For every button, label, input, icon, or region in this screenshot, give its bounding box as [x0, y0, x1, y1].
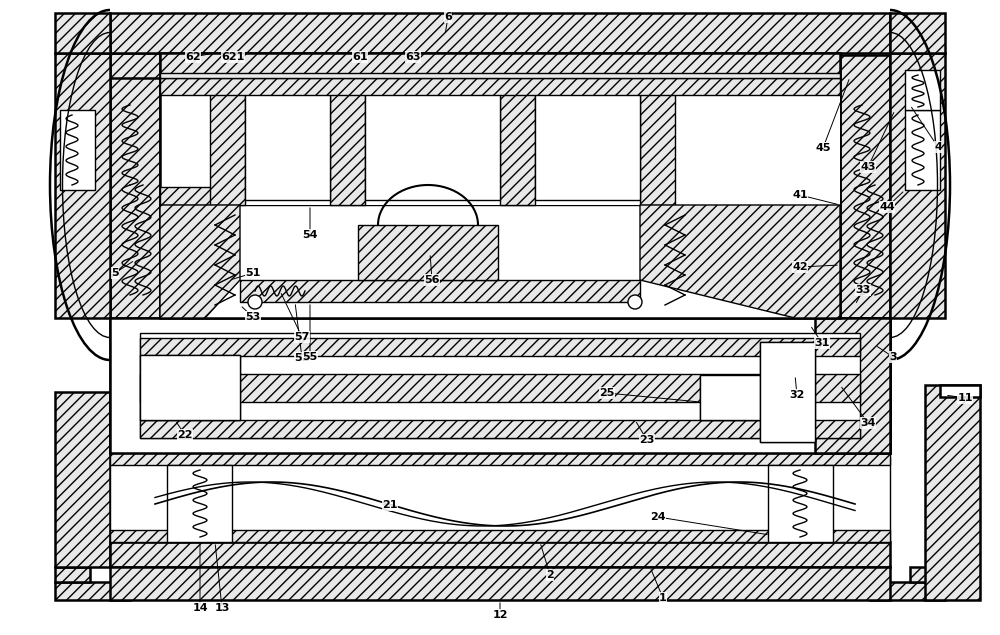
- Bar: [110, 318, 890, 453]
- Bar: [167, 465, 232, 542]
- Bar: [55, 567, 90, 582]
- Bar: [55, 13, 110, 53]
- Bar: [240, 280, 640, 302]
- Bar: [870, 582, 945, 600]
- Bar: [245, 80, 330, 200]
- Text: 52: 52: [294, 353, 310, 363]
- Text: 44: 44: [879, 202, 895, 212]
- Text: 33: 33: [855, 285, 871, 295]
- Bar: [358, 225, 498, 280]
- Text: 12: 12: [492, 610, 508, 620]
- Text: 14: 14: [192, 603, 208, 613]
- Bar: [245, 78, 330, 205]
- Text: 5: 5: [111, 268, 119, 278]
- Bar: [365, 80, 500, 200]
- Bar: [925, 385, 980, 600]
- Bar: [760, 342, 815, 442]
- Text: 54: 54: [302, 230, 318, 240]
- Text: 621: 621: [221, 52, 245, 62]
- Text: 3: 3: [889, 352, 897, 362]
- Bar: [890, 13, 945, 53]
- Bar: [140, 338, 860, 356]
- Text: 22: 22: [177, 430, 193, 440]
- Text: 24: 24: [650, 512, 666, 522]
- Text: 23: 23: [639, 435, 655, 445]
- Text: 34: 34: [860, 418, 876, 428]
- Bar: [910, 567, 945, 582]
- Bar: [760, 342, 815, 442]
- Bar: [140, 355, 240, 420]
- Bar: [535, 78, 640, 205]
- Text: 32: 32: [789, 390, 805, 400]
- Bar: [675, 78, 840, 205]
- Bar: [700, 375, 760, 420]
- Bar: [640, 78, 675, 205]
- Text: 63: 63: [405, 52, 421, 62]
- Polygon shape: [640, 205, 840, 318]
- Text: 25: 25: [599, 388, 615, 398]
- Text: 21: 21: [382, 500, 398, 510]
- Text: 57: 57: [294, 332, 310, 342]
- Bar: [110, 53, 160, 78]
- Bar: [110, 13, 890, 53]
- Bar: [905, 110, 940, 190]
- Bar: [55, 53, 110, 318]
- Bar: [160, 73, 840, 78]
- Bar: [210, 78, 245, 205]
- Bar: [140, 374, 860, 402]
- Bar: [815, 318, 890, 453]
- Text: 42: 42: [792, 262, 808, 272]
- Bar: [140, 420, 860, 438]
- Text: 45: 45: [815, 143, 831, 153]
- Text: 43: 43: [860, 162, 876, 172]
- Text: 6: 6: [444, 12, 452, 22]
- Bar: [840, 55, 890, 318]
- Bar: [110, 453, 890, 465]
- Bar: [905, 70, 940, 110]
- Bar: [700, 375, 760, 420]
- Bar: [940, 385, 980, 397]
- Bar: [110, 55, 160, 318]
- Bar: [500, 78, 535, 205]
- Bar: [160, 187, 840, 205]
- Bar: [110, 530, 890, 542]
- Bar: [768, 465, 833, 542]
- Text: 1: 1: [659, 593, 667, 603]
- Bar: [110, 318, 890, 453]
- Text: 55: 55: [302, 352, 318, 362]
- Text: 61: 61: [352, 52, 368, 62]
- Bar: [55, 582, 130, 600]
- Circle shape: [628, 295, 642, 309]
- Bar: [60, 110, 95, 190]
- Text: 4: 4: [934, 142, 942, 152]
- Text: 11: 11: [957, 393, 973, 403]
- Bar: [140, 355, 240, 420]
- Bar: [535, 80, 640, 200]
- Bar: [55, 392, 110, 567]
- Bar: [110, 567, 890, 600]
- Bar: [330, 78, 365, 205]
- Text: 2: 2: [546, 570, 554, 580]
- Bar: [160, 78, 840, 318]
- Bar: [890, 53, 945, 318]
- Text: 62: 62: [185, 52, 201, 62]
- Bar: [160, 53, 840, 78]
- Bar: [110, 457, 890, 542]
- Bar: [140, 333, 860, 438]
- Bar: [110, 542, 890, 567]
- Text: 51: 51: [245, 268, 261, 278]
- Circle shape: [248, 295, 262, 309]
- Text: 53: 53: [245, 312, 261, 322]
- Text: 41: 41: [792, 190, 808, 200]
- Bar: [365, 78, 500, 205]
- Bar: [160, 78, 840, 95]
- Polygon shape: [160, 205, 240, 318]
- Text: 56: 56: [424, 275, 440, 285]
- Text: 13: 13: [214, 603, 230, 613]
- Text: 31: 31: [814, 338, 830, 348]
